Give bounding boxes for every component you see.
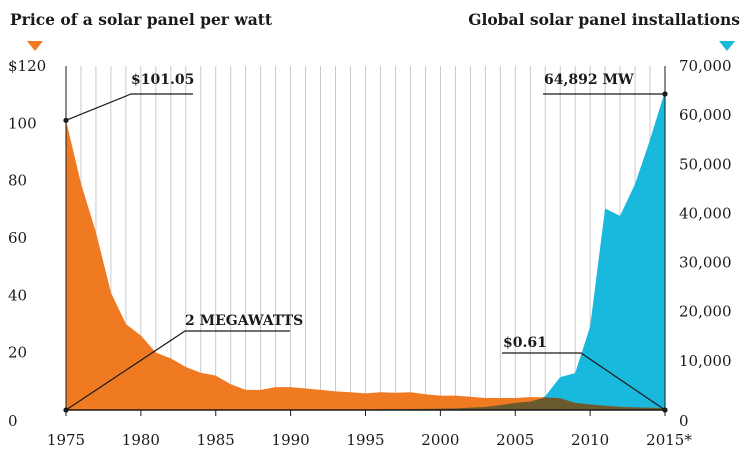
right-tick-7: 0 — [679, 412, 689, 430]
annotations: $101.05 2 MEGAWATTS $0.61 64,892 MW — [63, 72, 668, 413]
left-tick-3: 60 — [8, 229, 27, 247]
x-tick-8: 2015* — [646, 431, 692, 449]
leader-installs-end — [543, 91, 666, 95]
right-tick-5: 20,000 — [679, 303, 732, 321]
x-tick-0: 1975 — [47, 431, 85, 449]
right-tick-4: 30,000 — [679, 254, 732, 272]
leader-price-start — [65, 93, 193, 121]
right-tick-0: 70,000 — [679, 57, 732, 75]
right-title: Global solar panel installations — [468, 10, 740, 29]
plot-areas — [66, 91, 665, 410]
annotation-price-start: $101.05 — [131, 72, 194, 88]
x-tick-2: 1985 — [197, 431, 235, 449]
annotation-installs-end: 64,892 MW — [544, 72, 634, 88]
leader-price-end — [502, 352, 666, 411]
x-axis-ticks: 1975 1980 1985 1990 1995 2000 2005 2010 2015* — [47, 410, 692, 449]
installations-area — [66, 91, 665, 410]
x-tick-6: 2005 — [496, 431, 534, 449]
dot-installs-start — [63, 407, 69, 413]
overlap-area — [66, 397, 665, 410]
annotation-installs-start: 2 MEGAWATTS — [185, 313, 303, 329]
left-title: Price of a solar panel per watt — [10, 10, 273, 29]
left-tick-6: 0 — [8, 412, 18, 430]
left-tick-0: $120 — [8, 57, 46, 75]
annotation-price-end: $0.61 — [503, 335, 547, 351]
x-tick-3: 1990 — [272, 431, 310, 449]
dot-price-end — [662, 407, 668, 413]
left-tick-4: 40 — [8, 286, 27, 304]
left-tick-1: 100 — [8, 114, 37, 132]
dot-price-start — [63, 117, 69, 123]
right-tick-3: 40,000 — [679, 204, 732, 222]
right-tick-6: 10,000 — [679, 352, 732, 370]
right-legend-triangle — [719, 41, 735, 51]
left-legend-triangle — [27, 41, 43, 51]
right-axis-ticks: 70,000 60,000 50,000 40,000 30,000 20,000 10,0… — [679, 57, 732, 430]
price-area — [66, 120, 665, 410]
left-tick-5: 20 — [8, 344, 27, 362]
x-tick-1: 1980 — [122, 431, 160, 449]
x-tick-4: 1995 — [346, 431, 384, 449]
left-tick-2: 80 — [8, 172, 27, 190]
dot-installs-end — [662, 91, 668, 97]
right-tick-1: 60,000 — [679, 106, 732, 124]
right-tick-2: 50,000 — [679, 155, 732, 173]
leader-installs-start — [65, 330, 290, 411]
x-tick-7: 2010 — [571, 431, 609, 449]
left-axis-ticks: $120 100 80 60 40 20 0 — [8, 57, 46, 430]
x-tick-5: 2000 — [421, 431, 459, 449]
